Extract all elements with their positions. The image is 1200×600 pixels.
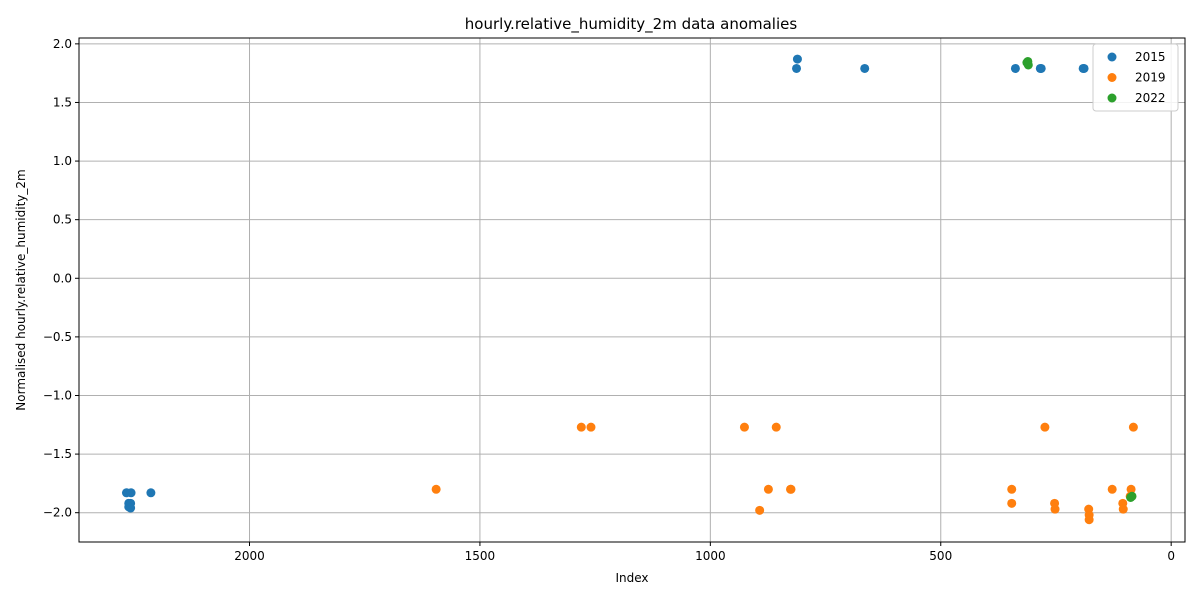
y-tick-label: −0.5 — [43, 330, 72, 344]
data-point-2022 — [1022, 58, 1032, 68]
data-point-2015 — [1010, 63, 1020, 73]
data-points — [121, 54, 1138, 525]
data-point-2019 — [1126, 484, 1136, 494]
data-point-2019 — [755, 505, 765, 515]
x-tick-label: 500 — [929, 549, 952, 563]
y-axis-ticks: 2.0 1.5 1.0 0.5 0.0 −0.5 −1.0 −1.5 −2.0 — [43, 37, 79, 520]
grid-lines — [79, 38, 1185, 542]
x-tick-label: 1500 — [465, 549, 496, 563]
data-point-2019 — [1040, 422, 1050, 432]
data-point-2019 — [1107, 484, 1117, 494]
y-tick-label: 2.0 — [53, 37, 72, 51]
plot-frame — [78, 37, 1186, 543]
data-point-2019 — [771, 422, 781, 432]
data-point-2019 — [576, 422, 586, 432]
data-point-2022 — [1126, 492, 1136, 502]
data-point-2019 — [1084, 515, 1094, 525]
data-point-2019 — [1118, 504, 1128, 514]
legend-marker-2015 — [1107, 52, 1117, 62]
data-point-2019 — [586, 422, 596, 432]
y-tick-label: −2.0 — [43, 506, 72, 520]
data-point-2015 — [1079, 63, 1089, 73]
x-tick-label: 0 — [1167, 549, 1175, 563]
y-tick-label: 1.5 — [53, 95, 72, 109]
legend-marker-2022 — [1107, 93, 1117, 103]
data-point-2015 — [792, 63, 802, 73]
data-point-2015 — [792, 54, 802, 64]
chart-title: hourly.relative_humidity_2m data anomali… — [465, 15, 798, 34]
x-axis-label: Index — [615, 571, 648, 585]
legend-label-2019: 2019 — [1135, 71, 1166, 85]
y-tick-label: 0.0 — [53, 271, 72, 285]
x-tick-label: 2000 — [234, 549, 265, 563]
data-point-2019 — [786, 484, 796, 494]
legend: 2015 2019 2022 — [1092, 43, 1179, 112]
y-tick-label: 0.5 — [53, 213, 72, 227]
data-point-2015 — [860, 63, 870, 73]
y-tick-label: 1.0 — [53, 154, 72, 168]
data-point-2015 — [146, 488, 156, 498]
y-tick-label: −1.5 — [43, 447, 72, 461]
series-2015 — [121, 54, 1089, 513]
x-tick-label: 1000 — [695, 549, 726, 563]
legend-label-2022: 2022 — [1135, 91, 1166, 105]
legend-label-2015: 2015 — [1135, 50, 1166, 64]
series-2022 — [1022, 56, 1137, 502]
data-point-2015 — [126, 503, 136, 513]
data-point-2019 — [431, 484, 441, 494]
data-point-2019 — [739, 422, 749, 432]
data-point-2019 — [1007, 498, 1017, 508]
y-axis-label: Normalised hourly.relative_humidity_2m — [14, 169, 28, 410]
data-point-2015 — [1036, 63, 1046, 73]
legend-marker-2019 — [1107, 73, 1117, 82]
data-point-2019 — [763, 484, 773, 494]
x-axis-ticks: 2000 1500 1000 500 0 — [234, 542, 1175, 563]
data-point-2019 — [1128, 422, 1138, 432]
data-point-2015 — [126, 488, 136, 498]
data-point-2019 — [1050, 504, 1060, 514]
data-point-2019 — [1007, 484, 1017, 494]
y-tick-label: −1.0 — [43, 388, 72, 402]
